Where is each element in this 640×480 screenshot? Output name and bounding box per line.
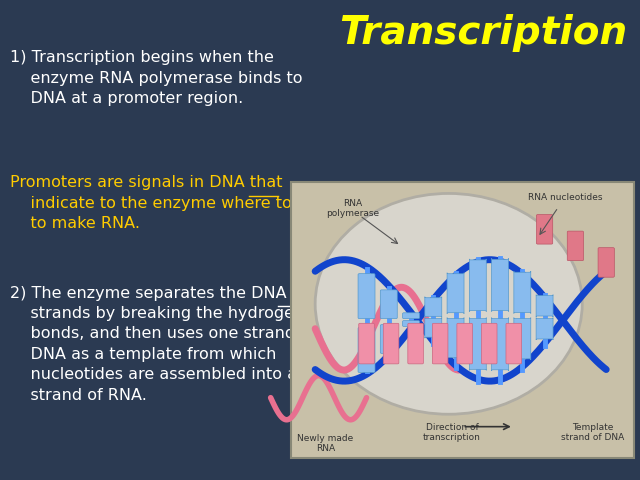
- FancyBboxPatch shape: [403, 321, 419, 326]
- FancyBboxPatch shape: [358, 274, 375, 319]
- FancyBboxPatch shape: [359, 324, 374, 364]
- FancyBboxPatch shape: [425, 318, 442, 338]
- FancyBboxPatch shape: [469, 259, 486, 312]
- FancyBboxPatch shape: [598, 248, 614, 277]
- Text: 2) The enzyme separates the DNA
    strands by breaking the hydrogen
    bonds, : 2) The enzyme separates the DNA strands …: [10, 286, 316, 403]
- Text: RNA
polymerase: RNA polymerase: [326, 199, 380, 218]
- FancyBboxPatch shape: [425, 297, 442, 317]
- FancyBboxPatch shape: [433, 324, 448, 364]
- FancyBboxPatch shape: [514, 318, 531, 360]
- Ellipse shape: [315, 193, 582, 414]
- FancyBboxPatch shape: [492, 318, 509, 371]
- FancyBboxPatch shape: [380, 290, 397, 319]
- FancyBboxPatch shape: [469, 318, 486, 370]
- FancyBboxPatch shape: [403, 313, 419, 319]
- Text: Newly made
RNA: Newly made RNA: [298, 433, 353, 453]
- Text: Template
strand of DNA: Template strand of DNA: [561, 422, 624, 442]
- Text: Direction of
transcription: Direction of transcription: [423, 422, 481, 442]
- FancyBboxPatch shape: [492, 258, 509, 312]
- Text: Promoters are signals in DNA that
    indicate to the enzyme where to bind
    t: Promoters are signals in DNA that indica…: [10, 175, 332, 231]
- FancyBboxPatch shape: [447, 318, 464, 359]
- Text: 1) Transcription begins when the
    enzyme RNA polymerase binds to
    DNA at a: 1) Transcription begins when the enzyme …: [10, 50, 302, 106]
- FancyBboxPatch shape: [383, 324, 399, 364]
- Text: Transcription: Transcription: [339, 14, 627, 52]
- Text: RNA nucleotides: RNA nucleotides: [528, 193, 602, 203]
- FancyBboxPatch shape: [567, 231, 584, 261]
- FancyBboxPatch shape: [447, 273, 464, 313]
- FancyBboxPatch shape: [457, 324, 472, 364]
- FancyBboxPatch shape: [408, 324, 424, 364]
- FancyBboxPatch shape: [358, 327, 375, 372]
- FancyBboxPatch shape: [514, 271, 531, 313]
- FancyBboxPatch shape: [481, 324, 497, 364]
- FancyBboxPatch shape: [536, 215, 553, 244]
- FancyBboxPatch shape: [380, 324, 397, 353]
- FancyBboxPatch shape: [536, 295, 553, 317]
- FancyBboxPatch shape: [506, 324, 522, 364]
- FancyBboxPatch shape: [536, 318, 553, 340]
- FancyBboxPatch shape: [291, 182, 634, 458]
